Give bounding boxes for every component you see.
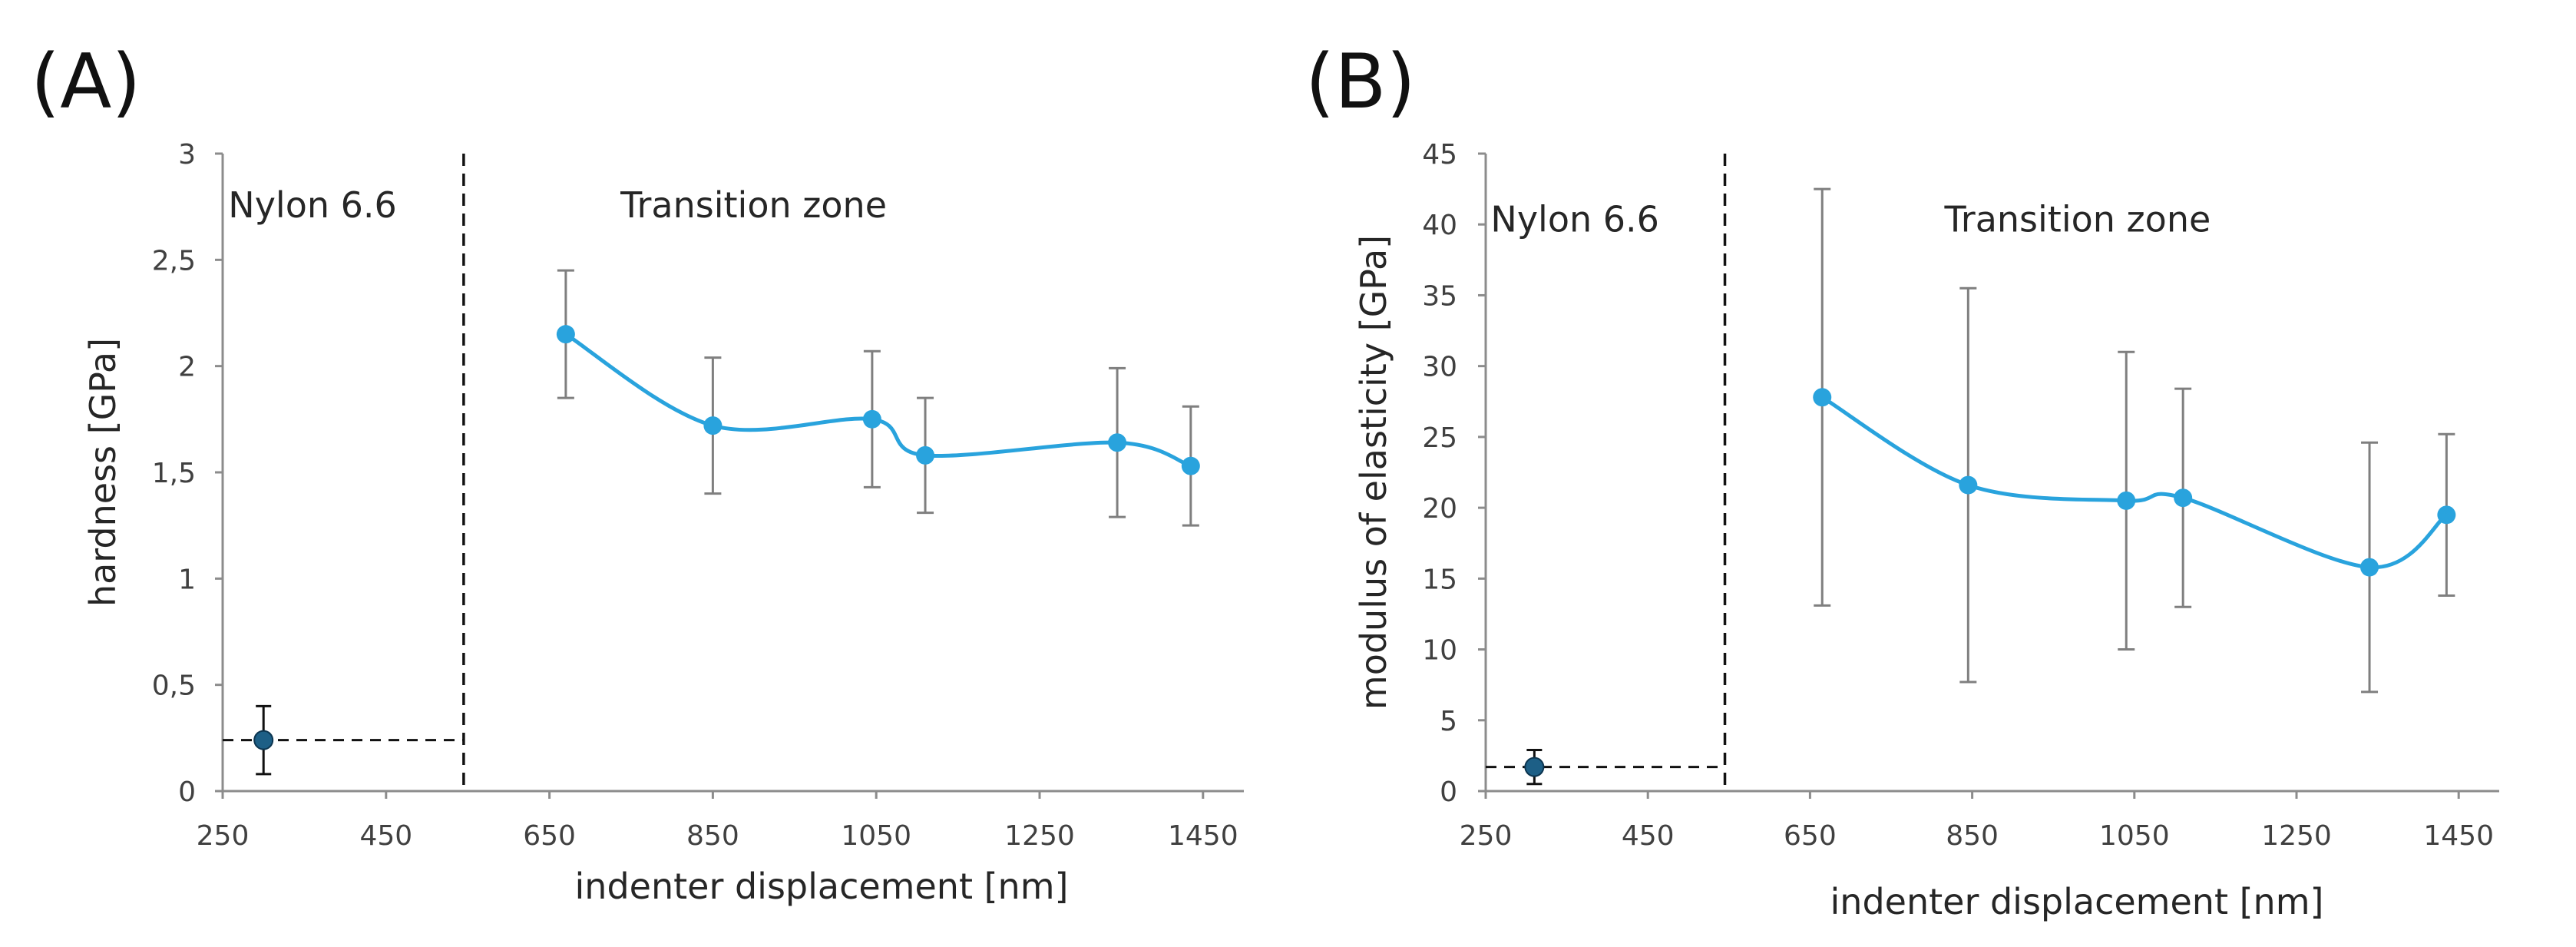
x-tick-label: 250 [1460,820,1513,852]
x-tick-label: 450 [359,820,412,852]
y-axis-title: hardness [GPa] [82,338,124,607]
data-point [1181,456,1200,475]
x-tick-label: 1050 [841,820,911,852]
x-tick-label: 1450 [2423,820,2494,852]
y-tick-label: 30 [1422,352,1457,383]
y-tick-label: 2,5 [152,245,196,276]
x-tick-label: 1250 [2261,820,2332,852]
x-tick-label: 650 [523,820,576,852]
data-point [1813,388,1832,407]
y-tick-label: 15 [1422,564,1457,595]
x-tick-label: 250 [197,820,250,852]
nylon-data-point [1524,757,1545,777]
y-tick-label: 35 [1422,280,1457,312]
y-tick-label: 1 [178,564,196,595]
data-point [916,445,935,465]
y-tick-label: 3 [178,139,196,171]
x-tick-label: 450 [1622,820,1675,852]
y-tick-label: 5 [1440,706,1457,737]
x-tick-label: 850 [686,820,739,852]
zone-label-transition: Transition zone [620,184,887,226]
panel-label: (B) [1305,38,1416,126]
x-axis-title: indenter displacement [nm] [575,866,1069,907]
x-tick-label: 650 [1784,820,1837,852]
y-tick-label: 20 [1422,493,1457,525]
y-tick-label: 40 [1422,210,1457,241]
y-tick-label: 2 [178,352,196,383]
data-point [1108,433,1127,452]
y-axis-title: modulus of elasticity [GPa] [1353,235,1394,710]
data-point [2360,558,2379,577]
y-tick-label: 0,5 [152,671,196,702]
y-tick-label: 0 [178,776,196,808]
zone-label-nylon: Nylon 6.6 [228,184,397,226]
x-axis-title: indenter displacement [nm] [1830,881,2324,922]
x-tick-label: 1050 [2099,820,2170,852]
data-point [1959,475,1978,495]
nylon-data-point [253,730,274,750]
x-tick-label: 1250 [1004,820,1075,852]
panel-label: (A) [31,38,141,126]
x-tick-label: 850 [1946,820,1999,852]
data-point [703,416,723,435]
panel-b-modulus-chart: (B) 0 5 10 15 20 25 30 35 40 45 250 450 650 850 1050 125… [1305,38,2499,922]
data-point [556,325,575,344]
data-point [862,409,881,429]
zone-label-transition: Transition zone [1943,198,2211,240]
data-point [2117,491,2136,510]
panel-a-hardness-chart: (A) 0 0,5 1 1,5 2 2,5 3 250 450 650 850 1050 1250 1450… [31,38,1244,907]
data-point [2437,505,2456,525]
y-tick-label: 25 [1422,422,1457,454]
x-tick-label: 1450 [1168,820,1238,852]
y-tick-label: 1,5 [152,458,196,489]
data-point [2174,488,2193,508]
y-tick-label: 45 [1422,139,1457,171]
y-tick-label: 10 [1422,635,1457,667]
y-tick-label: 0 [1440,776,1457,808]
zone-label-nylon: Nylon 6.6 [1490,198,1659,240]
